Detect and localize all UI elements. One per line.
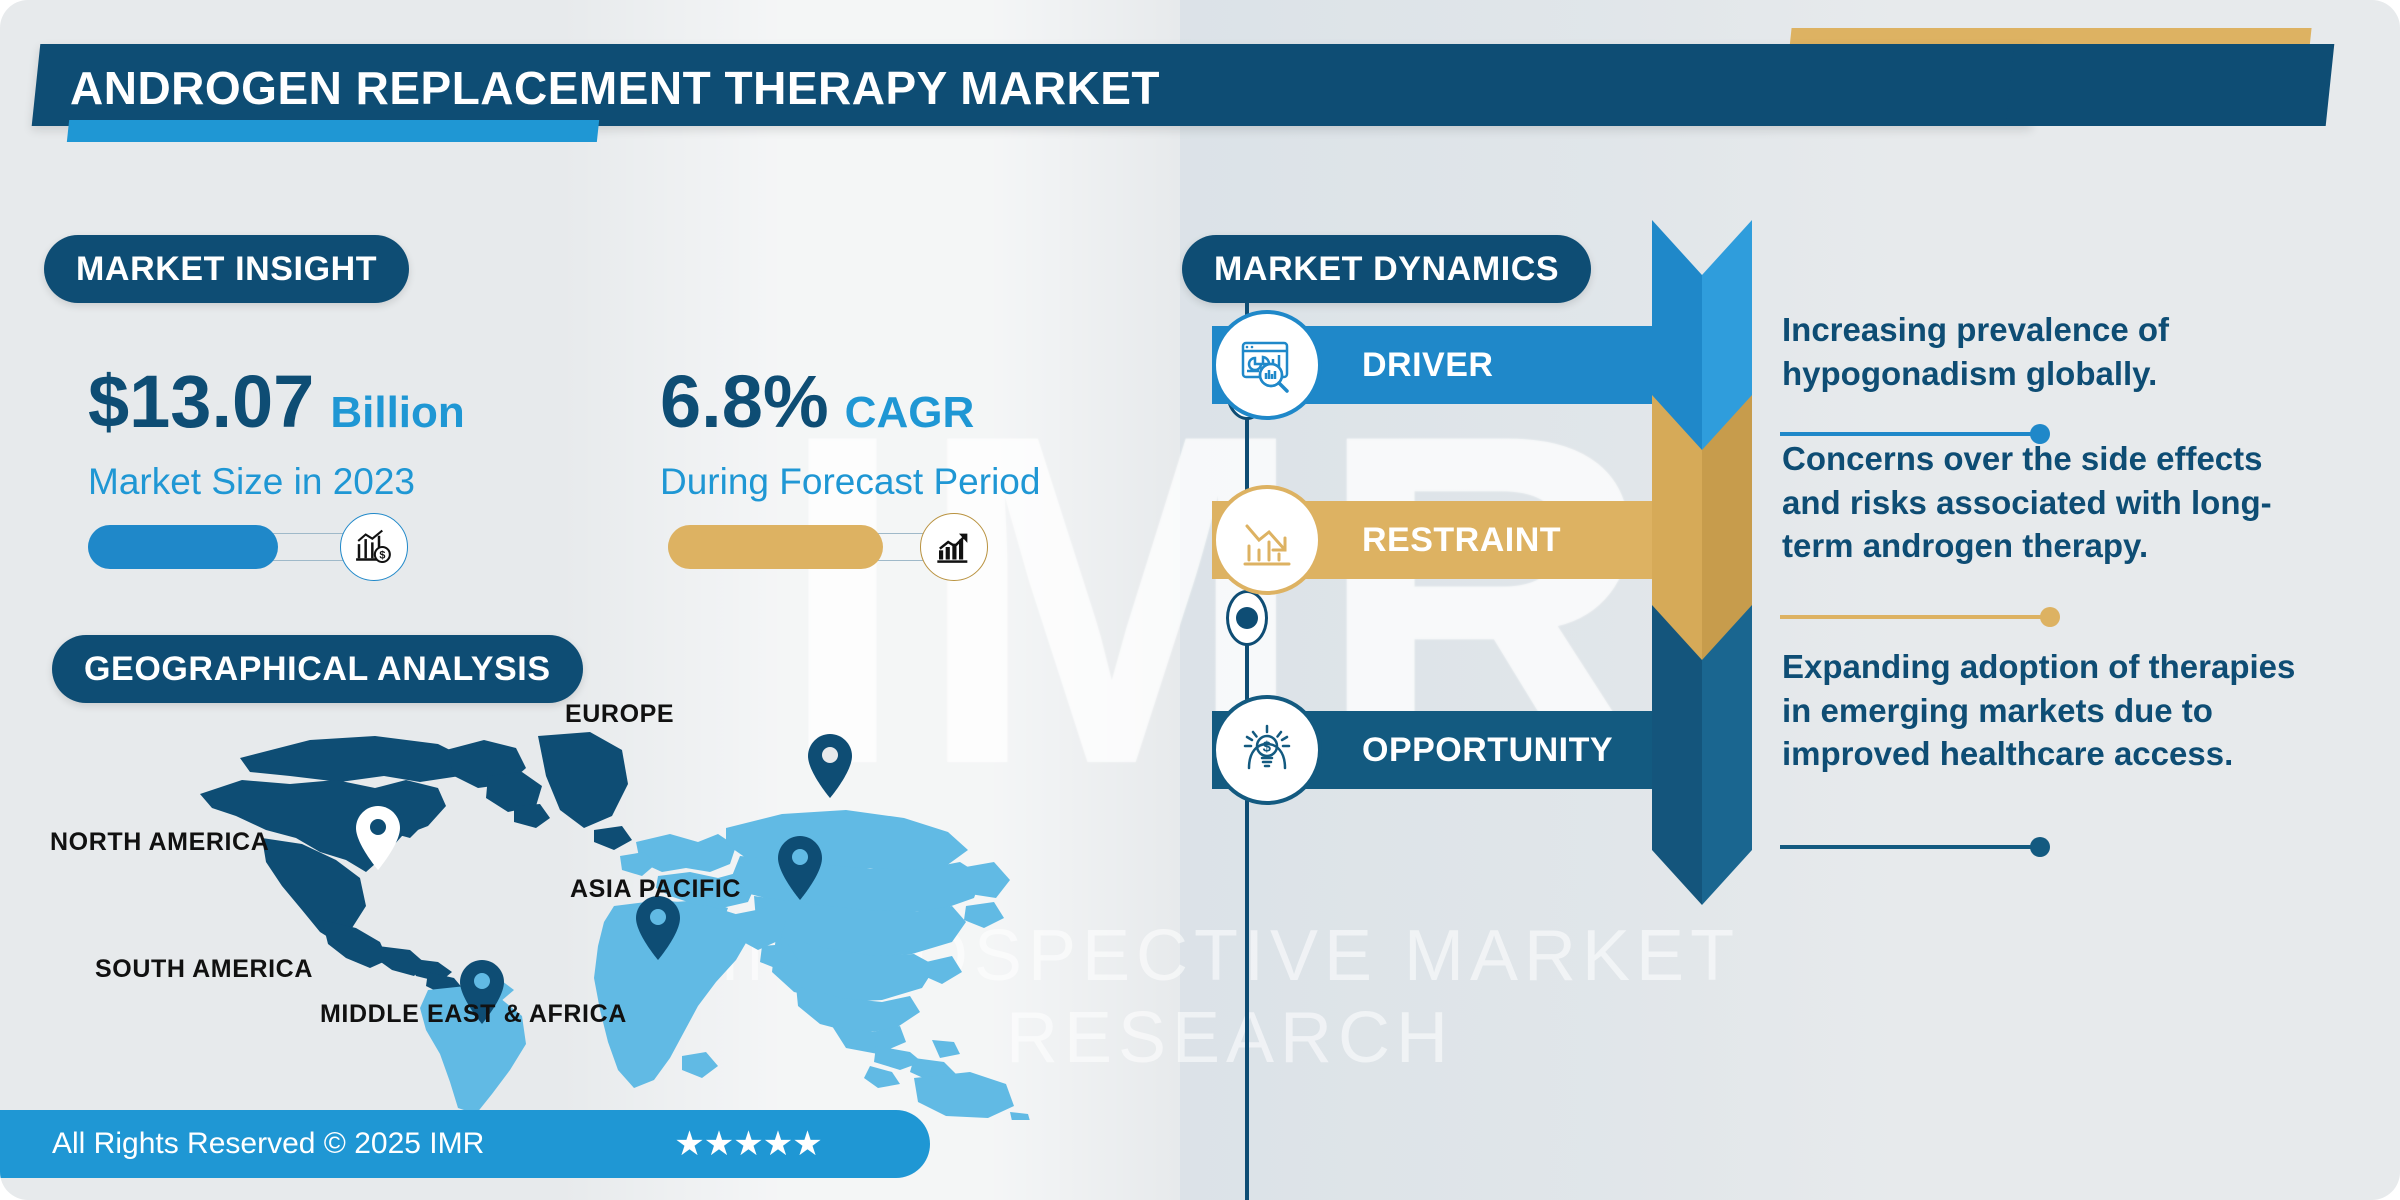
cagr-value: 6.8% xyxy=(660,360,829,443)
map-label-north-america: NORTH AMERICA xyxy=(50,828,270,856)
growth-arrow-icon xyxy=(920,513,988,581)
dashboard-analysis-icon xyxy=(1212,310,1322,420)
stat-cagr: 6.8% CAGR During Forecast Period xyxy=(660,365,1040,503)
region-asia-shape xyxy=(726,810,1010,1054)
dynamics-tag-label: OPPORTUNITY xyxy=(1362,730,1614,769)
map-marker-asia-pacific xyxy=(778,836,822,900)
map-marker-middle-east-africa xyxy=(636,896,680,960)
dynamics-tag-label: RESTRAINT xyxy=(1362,520,1562,559)
market-size-progress: $ xyxy=(88,513,408,581)
stat-value-row: 6.8% CAGR xyxy=(660,365,1040,439)
map-label-asia-pacific: ASIA PACIFIC xyxy=(570,875,742,903)
dynamics-tag-label: DRIVER xyxy=(1362,345,1494,384)
world-map-svg xyxy=(200,732,1032,1130)
footer-bar: All Rights Reserved © 2025 IMR ★★★★★ xyxy=(0,1110,930,1178)
dynamics-tag-restraint: RESTRAINT xyxy=(1212,485,1652,595)
header-blue-accent xyxy=(66,120,600,142)
market-dynamics-panel: DRIVER Increasing prevalence of hypogona… xyxy=(1182,220,2382,1200)
market-dynamics-heading: MARKET DYNAMICS xyxy=(1182,235,1592,303)
market-size-caption: Market Size in 2023 xyxy=(88,461,416,502)
dynamics-item-opportunity: $ OPPORTUNITY Expanding adoption of ther… xyxy=(1182,605,2382,905)
underline-dot xyxy=(2030,837,2050,857)
dynamics-underline-driver xyxy=(1780,424,2050,444)
header-bar-extension xyxy=(2005,44,2335,126)
region-greenland-shape xyxy=(538,732,632,850)
map-label-europe: EUROPE xyxy=(565,700,675,728)
dynamics-underline-opportunity xyxy=(1780,837,2050,857)
dynamics-description-restraint: Concerns over the side effects and risks… xyxy=(1782,440,2272,565)
underline-dot xyxy=(2030,424,2050,444)
world-map: NORTH AMERICA SOUTH AMERICA MIDDLE EAST … xyxy=(50,700,1032,1130)
dynamics-description-opportunity: Expanding adoption of therapies in emerg… xyxy=(1782,648,2296,773)
market-size-unit: Billion xyxy=(330,388,465,437)
map-marker-south-america xyxy=(460,960,504,1024)
dynamics-description-driver: Increasing prevalence of hypogonadism gl… xyxy=(1782,311,2169,392)
map-marker-north-america xyxy=(356,806,400,870)
progress-fill xyxy=(668,525,883,569)
dynamics-tag-opportunity: $ OPPORTUNITY xyxy=(1212,695,1652,805)
declining-bar-chart-icon xyxy=(1212,485,1322,595)
lightbulb-dollar-icon: $ xyxy=(1212,695,1322,805)
svg-text:$: $ xyxy=(1263,739,1272,756)
cagr-progress xyxy=(668,513,988,581)
timeline-node xyxy=(1226,590,1268,646)
progress-fill xyxy=(88,525,278,569)
map-label-south-america: SOUTH AMERICA xyxy=(95,955,313,983)
region-africa-shape xyxy=(594,900,798,1088)
dynamics-tag-driver: DRIVER xyxy=(1212,310,1652,420)
cagr-caption: During Forecast Period xyxy=(660,461,1041,502)
page-title: ANDROGEN REPLACEMENT THERAPY MARKET xyxy=(70,62,1161,114)
chevron-ribbon-opportunity xyxy=(1652,605,1752,905)
svg-text:$: $ xyxy=(379,549,385,561)
dynamics-underline-restraint xyxy=(1780,607,2060,627)
dynamics-item-driver: DRIVER Increasing prevalence of hypogona… xyxy=(1182,220,2382,520)
rating-stars: ★★★★★ xyxy=(674,1125,822,1163)
bar-chart-dollar-icon: $ xyxy=(340,513,408,581)
stat-market-size: $13.07 Billion Market Size in 2023 xyxy=(88,365,465,503)
map-marker-europe xyxy=(808,734,852,798)
dynamics-item-restraint: RESTRAINT Concerns over the side effects… xyxy=(1182,395,2382,695)
cagr-unit: CAGR xyxy=(844,388,975,437)
market-size-value: $13.07 xyxy=(88,360,315,443)
copyright-text: All Rights Reserved © 2025 IMR xyxy=(52,1127,485,1160)
underline-dot xyxy=(2040,607,2060,627)
geographical-analysis-heading: GEOGRAPHICAL ANALYSIS xyxy=(52,635,583,703)
map-label-middle-east-africa: MIDDLE EAST & AFRICA xyxy=(320,1000,627,1028)
region-australia-shape xyxy=(914,1072,1032,1130)
market-insight-heading: MARKET INSIGHT xyxy=(44,235,410,303)
stat-value-row: $13.07 Billion xyxy=(88,365,465,439)
